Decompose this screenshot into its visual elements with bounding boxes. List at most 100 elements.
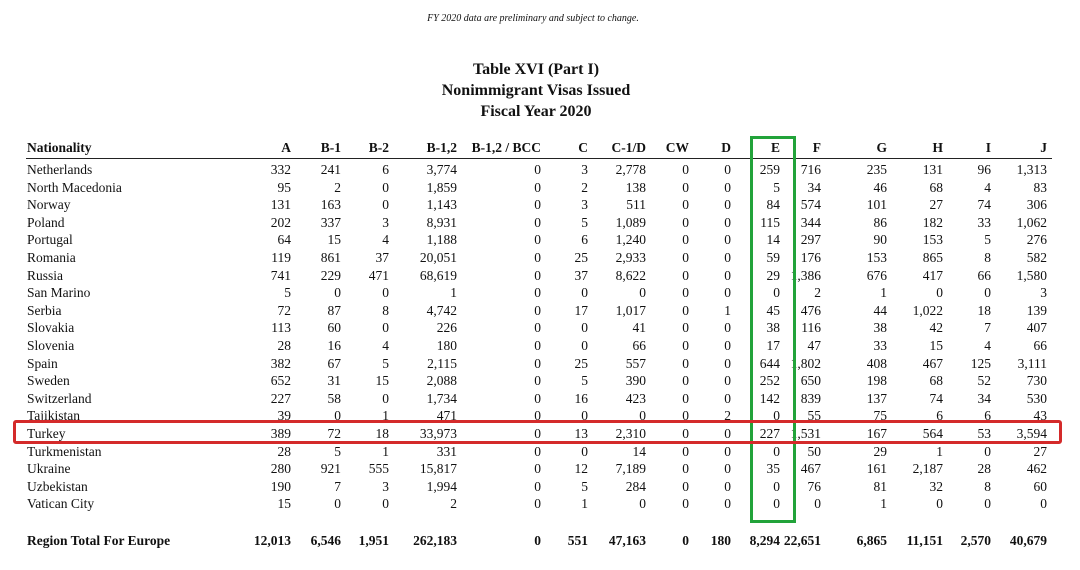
visa-count: 113 xyxy=(271,320,291,336)
visa-count: 2,778 xyxy=(615,162,646,177)
header-rule xyxy=(26,158,1052,159)
nationality: Ukraine xyxy=(27,461,71,477)
visa-count: 28 xyxy=(977,461,992,477)
visa-count: 72 xyxy=(277,302,292,318)
visa-count: 1 xyxy=(936,443,943,459)
visa-count: 2,187 xyxy=(912,461,943,477)
visa-count: 28 xyxy=(277,338,292,353)
visa-count: 4 xyxy=(984,338,991,353)
visa-count: 0 xyxy=(382,197,389,213)
nationality: San Marino xyxy=(27,285,91,301)
nationality: Spain xyxy=(27,355,58,371)
column-header: E xyxy=(770,140,780,155)
column-header: CW xyxy=(665,140,689,155)
nationality: Turkmenistan xyxy=(27,443,102,459)
visa-count: 0 xyxy=(724,496,731,512)
visa-count: 226 xyxy=(436,320,457,336)
visa-count: 0 xyxy=(534,285,541,301)
visa-count: 0 xyxy=(682,250,689,265)
visa-count: 1,994 xyxy=(426,478,457,494)
visa-count: 180 xyxy=(436,338,457,353)
visa-count: 0 xyxy=(334,496,341,512)
visa-count: 28 xyxy=(277,443,292,459)
visa-count: 5 xyxy=(382,355,389,371)
visa-count: 297 xyxy=(800,232,821,248)
visa-count: 0 xyxy=(534,179,541,195)
visa-count: 0 xyxy=(682,302,689,318)
visa-count: 0 xyxy=(382,179,389,195)
visa-count: 0 xyxy=(682,285,689,301)
visa-count: 5 xyxy=(581,373,588,389)
column-header: H xyxy=(932,140,943,155)
visa-count: 0 xyxy=(682,461,689,477)
visa-count: 2 xyxy=(450,496,457,512)
visa-count: 14 xyxy=(632,443,647,459)
visa-count: 27 xyxy=(1033,443,1048,459)
visa-count: 280 xyxy=(270,461,291,477)
nationality: Poland xyxy=(27,214,65,230)
column-header: A xyxy=(281,140,291,155)
visa-count: 1,734 xyxy=(426,390,457,406)
visa-count: 1,580 xyxy=(1016,267,1047,283)
visa-count: 0 xyxy=(724,267,731,283)
nationality: Slovakia xyxy=(27,320,75,336)
visa-count: 3 xyxy=(382,214,389,230)
visa-count: 0 xyxy=(534,320,541,336)
visa-count: 564 xyxy=(922,426,943,441)
visa-count: 0 xyxy=(534,338,541,353)
visa-count: 18 xyxy=(977,302,992,318)
visa-count: 27 xyxy=(929,197,944,213)
visa-count: 6 xyxy=(382,162,389,177)
visa-count: 389 xyxy=(270,426,291,441)
visa-count: 31 xyxy=(327,373,342,389)
column-header: B-1,2 xyxy=(426,140,457,155)
visa-count: 1,022 xyxy=(912,302,943,318)
visa-count: 0 xyxy=(724,390,731,406)
visa-count: 0 xyxy=(534,267,541,283)
visa-count: 1,859 xyxy=(426,179,457,195)
column-header: C xyxy=(578,140,588,155)
visa-count: 3,111 xyxy=(1017,355,1047,371)
visa-count: 0 xyxy=(682,162,689,177)
visa-count: 5 xyxy=(334,443,341,459)
visa-count: 42 xyxy=(929,320,944,336)
visa-count: 20,051 xyxy=(419,250,457,265)
visa-count: 0 xyxy=(639,408,646,424)
visa-count: 227 xyxy=(270,390,291,406)
visa-count: 190 xyxy=(270,478,291,494)
preliminary-note: FY 2020 data are preliminary and subject… xyxy=(427,13,639,24)
visa-count: 68,619 xyxy=(419,267,457,283)
column-header: F xyxy=(812,140,821,155)
visa-count: 2 xyxy=(724,408,731,424)
visa-count: 7 xyxy=(334,478,341,494)
visa-count: 5 xyxy=(984,232,991,248)
visa-count: 0 xyxy=(534,373,541,389)
visa-count: 0 xyxy=(984,443,991,459)
visa-count: 0 xyxy=(534,197,541,213)
visa-count: 202 xyxy=(270,214,291,230)
nationality: Switzerland xyxy=(27,390,92,406)
visa-count: 8,622 xyxy=(615,267,646,283)
visa-count: 0 xyxy=(724,285,731,301)
visa-count: 1,240 xyxy=(615,232,646,248)
visa-count: 644 xyxy=(759,355,780,371)
total-count: 551 xyxy=(567,533,588,548)
total-count: 40,679 xyxy=(1009,533,1047,548)
visa-count: 17 xyxy=(766,338,781,353)
total-count: 180 xyxy=(710,533,731,548)
visa-count: 3 xyxy=(382,478,389,494)
visa-count: 306 xyxy=(1026,197,1047,213)
visa-count: 2 xyxy=(581,179,588,195)
visa-count: 1 xyxy=(880,496,887,512)
visa-count: 716 xyxy=(800,162,821,177)
visa-count: 60 xyxy=(327,320,342,336)
visa-count: 3 xyxy=(581,162,588,177)
nationality: Slovenia xyxy=(27,338,75,353)
visa-count: 0 xyxy=(534,426,541,441)
visa-count: 417 xyxy=(922,267,943,283)
total-count: 12,013 xyxy=(253,533,291,548)
visa-count: 58 xyxy=(327,390,342,406)
visa-count: 138 xyxy=(625,179,646,195)
visa-count: 471 xyxy=(368,267,389,283)
